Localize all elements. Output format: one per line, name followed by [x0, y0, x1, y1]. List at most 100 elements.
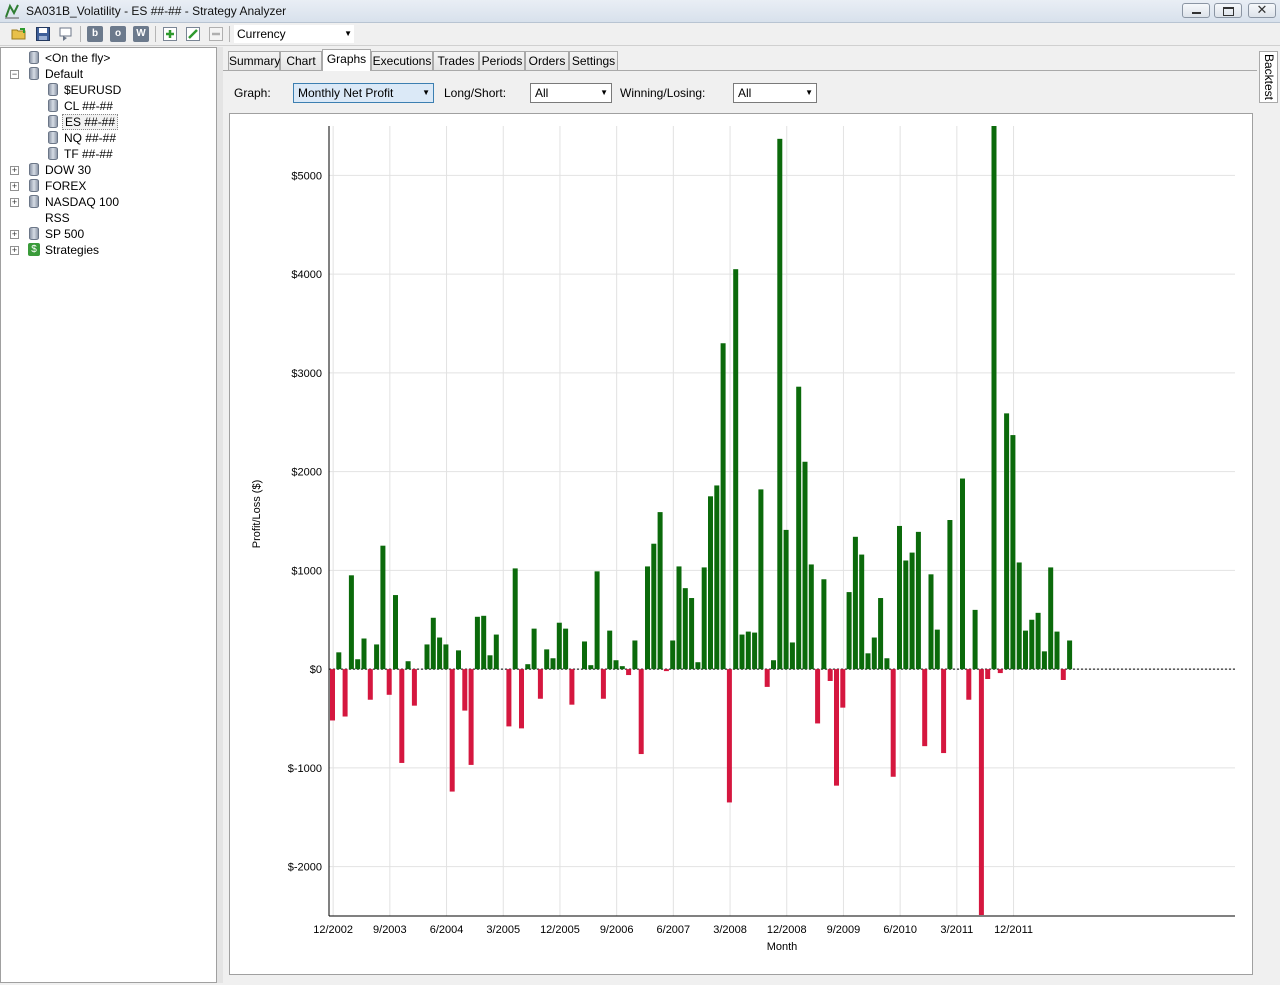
tree-item-sp500[interactable]: + SP 500 — [1, 226, 216, 242]
expand-toggle[interactable]: + — [10, 165, 19, 175]
database-icon — [29, 227, 39, 240]
tree-item-on-the-fly[interactable]: <On the fly> — [1, 50, 216, 66]
y-tick-label: $2000 — [291, 467, 322, 479]
bar — [1023, 630, 1028, 670]
tree-item-es[interactable]: ES ##-## — [1, 114, 216, 130]
tab-settings[interactable]: Settings — [569, 51, 618, 70]
tab-trades[interactable]: Trades — [433, 51, 479, 70]
remove-icon[interactable] — [208, 26, 224, 42]
tree-item-label: RSS — [45, 211, 70, 225]
bar — [991, 126, 997, 670]
window-title: SA031B_Volatility - ES ##-## - Strategy … — [26, 4, 287, 18]
bar — [777, 138, 783, 670]
bar — [1016, 562, 1022, 670]
expand-toggle[interactable]: + — [10, 197, 19, 207]
minimize-button[interactable] — [1182, 3, 1210, 18]
y-tick-label: $0 — [310, 664, 322, 676]
tree-item-eurusd[interactable]: $EURUSD — [1, 82, 216, 98]
properties-icon[interactable] — [58, 26, 74, 42]
bar — [443, 644, 449, 670]
longshort-select[interactable]: All ▼ — [530, 83, 612, 103]
expand-toggle[interactable]: + — [10, 229, 19, 239]
save-icon[interactable] — [35, 26, 51, 42]
tab-summary[interactable]: Summary — [228, 51, 280, 70]
winlose-select-value: All — [738, 86, 752, 100]
add-icon[interactable] — [162, 26, 178, 42]
tree-item-nq[interactable]: NQ ##-## — [1, 130, 216, 146]
analyzer-panel: Summary Chart Graphs Executions Trades P… — [223, 47, 1257, 983]
expand-toggle[interactable]: + — [10, 181, 19, 191]
w-button[interactable]: W — [133, 26, 149, 42]
database-icon — [29, 195, 39, 208]
bar — [613, 660, 619, 670]
tab-periods[interactable]: Periods — [479, 51, 525, 70]
tree-item-cl[interactable]: CL ##-## — [1, 98, 216, 114]
bar — [884, 658, 890, 670]
bar — [720, 343, 726, 670]
tree-item-nasdaq100[interactable]: + NASDAQ 100 — [1, 194, 216, 210]
tree-item-label: $EURUSD — [64, 83, 122, 97]
edit-icon[interactable] — [185, 26, 201, 42]
b-button[interactable]: b — [87, 26, 103, 42]
chevron-down-icon: ▼ — [600, 88, 608, 97]
tree-item-dow30[interactable]: + DOW 30 — [1, 162, 216, 178]
dollar-icon: $ — [28, 243, 40, 256]
bar — [701, 567, 707, 670]
tree-item-label: TF ##-## — [64, 147, 113, 161]
expand-toggle[interactable]: + — [10, 245, 19, 255]
tree-item-tf[interactable]: TF ##-## — [1, 146, 216, 162]
bar — [796, 386, 802, 670]
tree-item-forex[interactable]: + FOREX — [1, 178, 216, 194]
database-icon — [29, 179, 39, 192]
x-tick-label: 6/2004 — [430, 924, 464, 936]
tree-item-strategies[interactable]: + $ Strategies — [1, 242, 216, 258]
database-icon — [48, 83, 58, 96]
tab-chart[interactable]: Chart — [280, 51, 322, 70]
open-folder-icon[interactable] — [11, 26, 27, 42]
bar — [903, 560, 909, 670]
longshort-label: Long/Short: — [444, 86, 507, 100]
database-icon — [29, 163, 39, 176]
bar — [915, 531, 921, 670]
bar — [846, 592, 852, 670]
tree-item-label: DOW 30 — [45, 163, 92, 177]
o-button[interactable]: o — [110, 26, 126, 42]
bar — [367, 669, 373, 700]
close-button[interactable]: ✕ — [1248, 2, 1276, 18]
bar — [1035, 612, 1041, 670]
x-tick-label: 3/2005 — [486, 924, 520, 936]
bar — [424, 644, 430, 670]
tab-orders[interactable]: Orders — [525, 51, 569, 70]
bar — [865, 653, 871, 670]
bar — [708, 496, 713, 670]
bar — [966, 669, 972, 700]
graph-select[interactable]: Monthly Net Profit ▼ — [293, 83, 434, 103]
bar — [537, 669, 543, 699]
tree-item-label: ES ##-## — [62, 114, 119, 130]
bar — [947, 520, 953, 670]
bar — [582, 641, 587, 670]
bar — [764, 669, 770, 687]
toolbar-separator — [229, 26, 230, 42]
tab-backtest[interactable]: Backtest — [1259, 51, 1278, 103]
bar — [525, 664, 531, 670]
bar — [771, 660, 776, 670]
tree-item-rss[interactable]: RSS — [1, 210, 216, 226]
tab-executions[interactable]: Executions — [371, 51, 433, 70]
bar — [519, 669, 524, 729]
tree-item-default[interactable]: − Default — [1, 66, 216, 82]
collapse-toggle[interactable]: − — [10, 69, 19, 79]
graph-select-value: Monthly Net Profit — [298, 86, 394, 100]
currency-select[interactable]: Currency ▼ — [234, 25, 354, 43]
panel-splitter[interactable] — [217, 47, 223, 983]
bar — [330, 669, 335, 721]
bar — [493, 634, 499, 670]
bar — [934, 629, 940, 670]
maximize-button[interactable] — [1214, 3, 1242, 18]
bar — [802, 461, 808, 670]
bar — [336, 652, 342, 670]
bar — [676, 566, 682, 670]
x-tick-label: 9/2006 — [600, 924, 634, 936]
winlose-select[interactable]: All ▼ — [733, 83, 817, 103]
tab-graphs[interactable]: Graphs — [322, 49, 371, 71]
